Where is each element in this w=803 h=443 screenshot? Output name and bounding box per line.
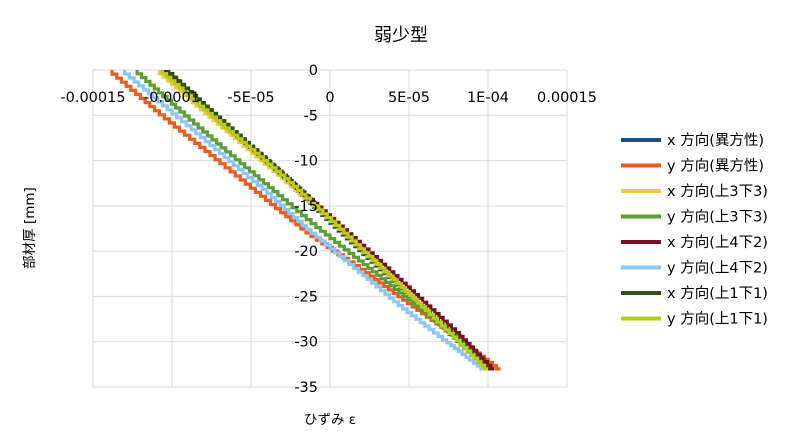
x-tick-label: 0.00015 (537, 90, 597, 106)
legend: x 方向(異方性) y 方向(異方性) x 方向(上3下3) y 方向(上3下3) x … (621, 132, 768, 328)
y-tick-label: -10 (294, 154, 318, 170)
x-tick-label: 1E-04 (467, 90, 509, 106)
legend-label: y 方向(上4下2) (667, 260, 768, 277)
series-line-6 (123, 70, 485, 371)
x-tick-label: 5E-05 (388, 90, 430, 106)
y-tick-label: -25 (294, 289, 318, 305)
y-tick-labels: 0 -5 -10 -15 -20 -25 -30 -35 (294, 63, 318, 396)
x-tick-label: -0.00015 (60, 90, 125, 106)
legend-label: y 方向(上1下1) (667, 311, 768, 328)
y-tick-label: 0 (309, 63, 318, 79)
legend-label: x 方向(上1下1) (667, 285, 768, 302)
legend-label: y 方向(異方性) (667, 158, 764, 175)
series-line-8 (160, 70, 488, 371)
series-lines (110, 70, 501, 371)
grid (92, 69, 568, 388)
y-tick-label: -5 (304, 108, 318, 124)
y-tick-label: -20 (294, 244, 318, 260)
legend-label: y 方向(上3下3) (667, 209, 768, 226)
y-axis-title: 部材厚 [mm] (22, 187, 38, 269)
y-tick-label: -30 (294, 335, 318, 351)
x-tick-label: 0 (325, 90, 334, 106)
y-tick-label: -15 (294, 199, 318, 215)
chart-title: 弱少型 (374, 25, 428, 46)
x-axis-title: ひずみ ε (304, 412, 356, 428)
legend-label: x 方向(異方性) (667, 132, 764, 149)
x-tick-label: -0.0001 (144, 90, 200, 106)
legend-label: x 方向(上4下2) (667, 234, 768, 251)
x-tick-labels: -0.00015 -0.0001 -5E-05 0 5E-05 1E-04 0.00015 (60, 90, 597, 106)
x-tick-label: -5E-05 (227, 90, 274, 106)
y-tick-label: -35 (294, 380, 318, 396)
legend-label: x 方向(上3下3) (667, 183, 768, 200)
